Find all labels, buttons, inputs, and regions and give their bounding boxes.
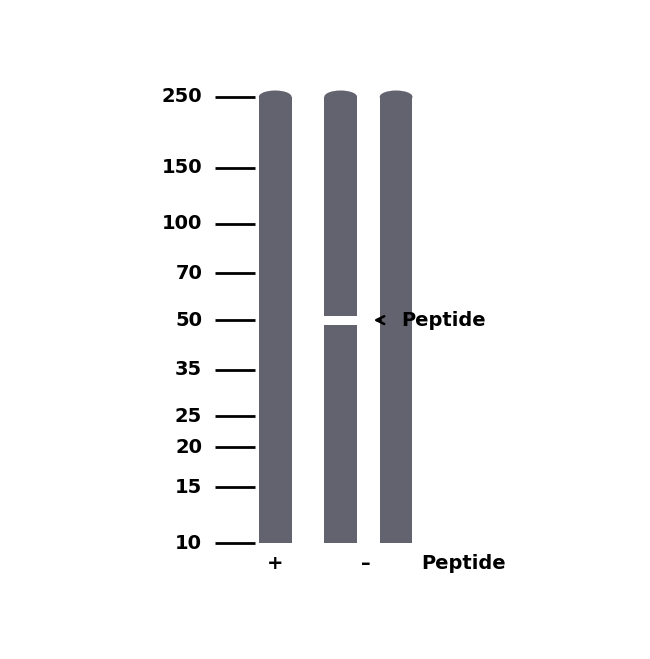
Text: 25: 25 — [175, 407, 202, 426]
Text: 15: 15 — [175, 478, 202, 497]
Bar — [324, 97, 357, 544]
Bar — [380, 97, 413, 544]
Text: 100: 100 — [162, 214, 202, 233]
Bar — [324, 316, 357, 325]
Text: 250: 250 — [161, 88, 202, 106]
Bar — [259, 97, 292, 544]
Ellipse shape — [324, 90, 357, 103]
Text: Peptide: Peptide — [421, 554, 506, 573]
Text: –: – — [361, 554, 370, 573]
Ellipse shape — [380, 90, 413, 103]
Text: 20: 20 — [175, 438, 202, 457]
Text: 70: 70 — [176, 264, 202, 283]
Text: 10: 10 — [175, 534, 202, 553]
Ellipse shape — [259, 90, 292, 103]
Text: +: + — [267, 554, 283, 573]
Text: 50: 50 — [175, 310, 202, 330]
Text: 35: 35 — [175, 360, 202, 379]
Text: 150: 150 — [161, 158, 202, 177]
Text: Peptide: Peptide — [401, 310, 486, 330]
